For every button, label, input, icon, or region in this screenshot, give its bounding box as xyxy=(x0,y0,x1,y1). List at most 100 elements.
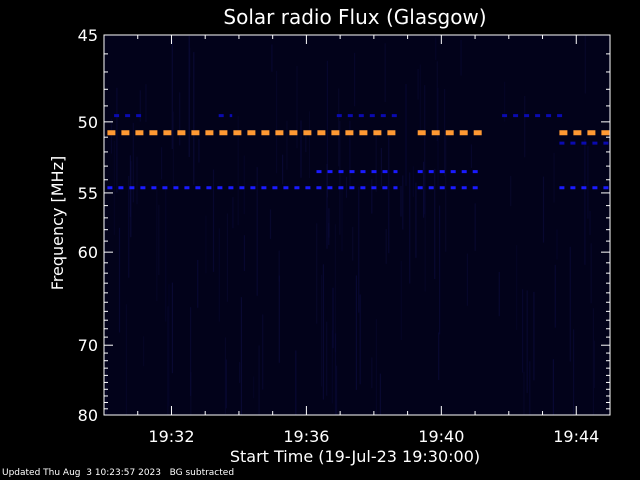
noise-streak xyxy=(326,321,328,396)
noise-streak xyxy=(104,201,106,277)
noise-streak xyxy=(553,152,555,203)
noise-streak xyxy=(556,229,558,260)
y-axis: 45 50 55 60 70 80 xyxy=(78,26,610,425)
plot-frame xyxy=(103,34,611,416)
noise-streak xyxy=(424,85,426,215)
noise-streak xyxy=(256,167,258,296)
noise-streak xyxy=(510,175,512,207)
noise-streak xyxy=(352,226,354,261)
noise-streak xyxy=(526,290,528,393)
noise-streak xyxy=(437,87,439,189)
noise-streak xyxy=(326,60,328,198)
noise-streak xyxy=(516,245,518,330)
noise-streak xyxy=(305,132,307,153)
noise-streak xyxy=(105,369,108,415)
noise-streak xyxy=(308,111,311,179)
noise-streak xyxy=(197,259,199,308)
noise-streak xyxy=(253,376,255,399)
noise-streak xyxy=(445,136,447,252)
noise-streak xyxy=(385,229,387,264)
noise-streak xyxy=(417,69,419,100)
noise-streak xyxy=(587,146,589,219)
noise-streak xyxy=(589,210,591,236)
noise-streak xyxy=(165,186,167,322)
noise-streak xyxy=(460,40,462,76)
noise-streak xyxy=(110,118,112,154)
noise-streak xyxy=(533,291,535,381)
noise-streak xyxy=(424,170,426,292)
noise-streak xyxy=(179,92,181,146)
noise-streak xyxy=(584,35,586,94)
frequency-bands xyxy=(107,114,610,190)
noise-streak xyxy=(118,227,121,333)
noise-streak xyxy=(295,350,297,415)
noise-streak xyxy=(168,284,170,407)
noise-streak xyxy=(371,357,373,389)
noise-streak xyxy=(384,43,386,102)
noise-streak xyxy=(590,243,592,304)
noise-streak xyxy=(409,172,411,284)
noise-streak xyxy=(172,111,174,186)
noise-streak xyxy=(198,139,200,163)
noise-streak xyxy=(240,297,242,415)
noise-streak xyxy=(358,186,360,313)
noise-streak xyxy=(334,333,337,415)
noise-streak xyxy=(524,96,526,158)
bg-subtracted-note: BG subtracted xyxy=(169,468,235,478)
noise-streak xyxy=(402,175,404,230)
footer-status: Updated Thu Aug 3 10:23:57 2023 BG subtr… xyxy=(2,468,234,478)
noise-streak xyxy=(379,373,381,415)
x-axis: 19:32 19:36 19:40 19:44 xyxy=(137,35,599,446)
y-tick-label: 55 xyxy=(78,184,98,203)
noise-streak xyxy=(193,52,195,185)
noise-streak xyxy=(189,47,191,78)
noise-streak xyxy=(529,361,531,415)
noise-streak xyxy=(321,274,323,387)
noise-streak xyxy=(258,345,260,415)
noise-streak xyxy=(129,155,131,217)
noise-streak xyxy=(300,120,302,178)
noise-streak xyxy=(331,330,333,404)
noise-streak xyxy=(188,36,190,157)
noise-streak xyxy=(190,307,192,396)
noise-streak xyxy=(349,120,351,189)
noise-streak xyxy=(322,264,324,400)
noise-streak xyxy=(439,205,441,335)
noise-streak xyxy=(569,246,571,362)
y-tick-label: 70 xyxy=(78,336,98,355)
noise-streak xyxy=(132,122,134,203)
noise-streak xyxy=(332,287,334,349)
noise-streak xyxy=(205,215,207,274)
noise-streak xyxy=(156,190,158,301)
noise-streak xyxy=(286,120,288,170)
noise-streak xyxy=(243,155,245,215)
noise-streak xyxy=(239,362,241,383)
noise-streak xyxy=(474,203,476,251)
noise-streak xyxy=(434,168,436,279)
noise-streak xyxy=(334,224,336,353)
noise-streak xyxy=(438,332,440,380)
noise-streak xyxy=(380,148,382,187)
noise-streak xyxy=(278,250,280,282)
noise-streak xyxy=(470,144,472,168)
x-tick-label: 19:32 xyxy=(148,427,194,446)
noise-streak xyxy=(276,70,278,174)
noise-streak xyxy=(113,140,115,235)
noise-streak xyxy=(139,90,141,122)
noise-streak xyxy=(466,253,468,306)
noise-streak xyxy=(218,228,220,322)
noise-streak xyxy=(359,294,361,385)
y-tick-label: 50 xyxy=(78,113,98,132)
noise-streak xyxy=(554,264,556,328)
noise-streak xyxy=(328,222,330,245)
noise-streak xyxy=(523,371,525,415)
noise-streak xyxy=(542,176,545,243)
noise-streak xyxy=(125,304,127,415)
noise-streak xyxy=(584,138,586,265)
noise-streak xyxy=(400,261,402,340)
noise-streak xyxy=(573,329,575,415)
noise-streak xyxy=(412,166,414,197)
noise-streak xyxy=(400,185,402,217)
x-tick-label: 19:40 xyxy=(418,427,464,446)
